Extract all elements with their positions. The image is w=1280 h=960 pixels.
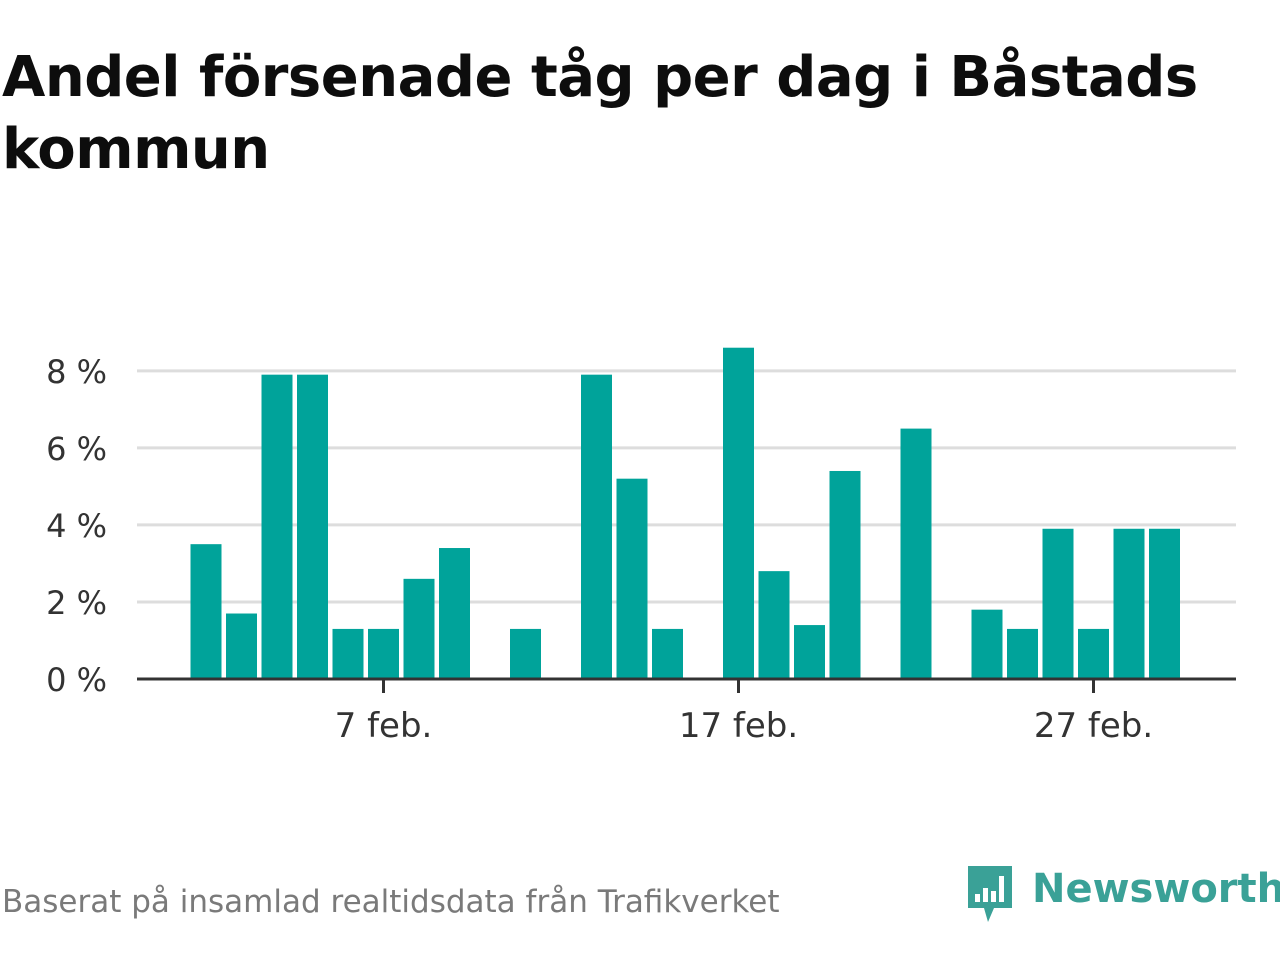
bar bbox=[758, 571, 790, 679]
bar bbox=[510, 628, 541, 679]
x-tick-label: 7 feb. bbox=[335, 706, 433, 746]
newsworthy-logo-icon bbox=[968, 866, 1012, 922]
brand-name: Newsworthy bbox=[1032, 866, 1280, 912]
source-note: Baserat på insamlad realtidsdata från Tr… bbox=[2, 884, 780, 920]
bar bbox=[581, 374, 612, 679]
bar bbox=[971, 609, 1003, 679]
bar bbox=[368, 628, 399, 679]
y-tick-label: 0 % bbox=[46, 661, 107, 699]
bar bbox=[900, 428, 932, 679]
x-axis bbox=[137, 677, 1236, 693]
bar bbox=[439, 548, 470, 679]
y-tick-label: 6 % bbox=[46, 430, 107, 468]
bar bbox=[190, 544, 222, 679]
bar bbox=[1078, 628, 1109, 679]
bar bbox=[332, 628, 364, 679]
x-axis-tick-labels: 7 feb. 17 feb. 27 feb. bbox=[335, 706, 1154, 746]
bar bbox=[1042, 528, 1074, 679]
chart-title: Andel försenade tåg per dag i Båstads ko… bbox=[2, 45, 1198, 182]
bars bbox=[190, 347, 1180, 679]
x-tick-label: 17 feb. bbox=[679, 706, 798, 746]
bar bbox=[723, 347, 754, 679]
y-axis-tick-labels: 0 % 2 % 4 % 6 % 8 % bbox=[46, 353, 107, 699]
bar bbox=[616, 478, 648, 679]
bar bbox=[1149, 528, 1180, 679]
bar bbox=[1113, 528, 1145, 679]
bar bbox=[829, 470, 861, 679]
y-tick-label: 2 % bbox=[46, 584, 107, 622]
bar bbox=[652, 628, 683, 679]
bar bbox=[794, 625, 825, 679]
bar bbox=[403, 578, 435, 679]
y-tick-label: 4 % bbox=[46, 507, 107, 545]
bar bbox=[297, 374, 328, 679]
x-tick-label: 27 feb. bbox=[1034, 706, 1153, 746]
bar bbox=[261, 374, 293, 679]
bar bbox=[1007, 628, 1038, 679]
bar bbox=[226, 613, 257, 679]
y-tick-label: 8 % bbox=[46, 353, 107, 391]
